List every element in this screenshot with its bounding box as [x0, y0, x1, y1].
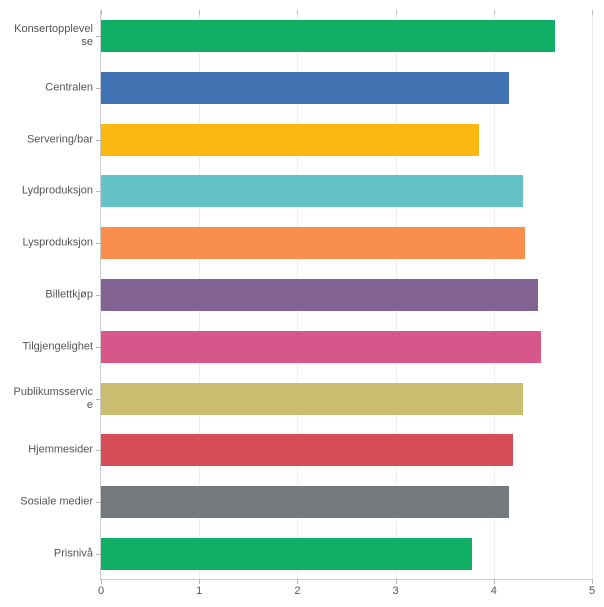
bar [101, 20, 555, 52]
chart-row: Sosiale medier [101, 486, 592, 518]
bar [101, 72, 509, 104]
chart-row: Hjemmesider [101, 434, 592, 466]
x-axis-label: 1 [196, 585, 202, 597]
bar [101, 331, 541, 363]
bar-chart: 012345KonsertopplevelseCentralenServerin… [0, 0, 604, 607]
y-tick [96, 399, 101, 400]
bar [101, 486, 509, 518]
y-axis-label: Lysproduksjon [9, 237, 101, 250]
y-tick [96, 36, 101, 37]
x-axis-label: 0 [98, 585, 104, 597]
bar [101, 434, 513, 466]
bar [101, 383, 523, 415]
y-tick [96, 88, 101, 89]
x-tick-top [396, 10, 397, 15]
bar [101, 227, 525, 259]
gridline [592, 10, 593, 579]
y-axis-label: Konsertopplevelse [9, 23, 101, 49]
x-tick-top [297, 10, 298, 15]
chart-row: Konsertopplevelse [101, 20, 592, 52]
y-axis-label: Publikumsservice [9, 385, 101, 411]
y-axis-label: Lydproduksjon [9, 185, 101, 198]
plot-area: 012345KonsertopplevelseCentralenServerin… [100, 10, 592, 580]
chart-row: Publikumsservice [101, 383, 592, 415]
x-tick-top [592, 10, 593, 15]
y-axis-label: Servering/bar [9, 133, 101, 146]
x-tick-top [101, 10, 102, 15]
bar [101, 279, 538, 311]
y-axis-label: Sosiale medier [9, 496, 101, 509]
bar [101, 538, 472, 570]
y-tick [96, 243, 101, 244]
y-tick [96, 140, 101, 141]
x-tick-bottom [494, 579, 495, 584]
chart-row: Centralen [101, 72, 592, 104]
x-axis-label: 2 [294, 585, 300, 597]
y-axis-label: Prisnivå [9, 547, 101, 560]
x-tick-top [199, 10, 200, 15]
y-axis-label: Tilgjengelighet [9, 340, 101, 353]
x-tick-bottom [101, 579, 102, 584]
y-axis-label: Centralen [9, 81, 101, 94]
chart-row: Lysproduksjon [101, 227, 592, 259]
y-tick [96, 502, 101, 503]
bar [101, 175, 523, 207]
bar [101, 124, 479, 156]
y-axis-label: Hjemmesider [9, 444, 101, 457]
chart-row: Prisnivå [101, 538, 592, 570]
y-tick [96, 295, 101, 296]
chart-row: Lydproduksjon [101, 175, 592, 207]
x-axis-label: 5 [589, 585, 595, 597]
x-tick-top [494, 10, 495, 15]
x-tick-bottom [297, 579, 298, 584]
chart-row: Tilgjengelighet [101, 331, 592, 363]
chart-row: Billettkjøp [101, 279, 592, 311]
x-axis-label: 3 [393, 585, 399, 597]
x-axis-label: 4 [491, 585, 497, 597]
x-tick-bottom [592, 579, 593, 584]
y-axis-label: Billettkjøp [9, 288, 101, 301]
x-tick-bottom [396, 579, 397, 584]
y-tick [96, 191, 101, 192]
x-tick-bottom [199, 579, 200, 584]
y-tick [96, 554, 101, 555]
y-tick [96, 450, 101, 451]
y-tick [96, 347, 101, 348]
chart-row: Servering/bar [101, 124, 592, 156]
